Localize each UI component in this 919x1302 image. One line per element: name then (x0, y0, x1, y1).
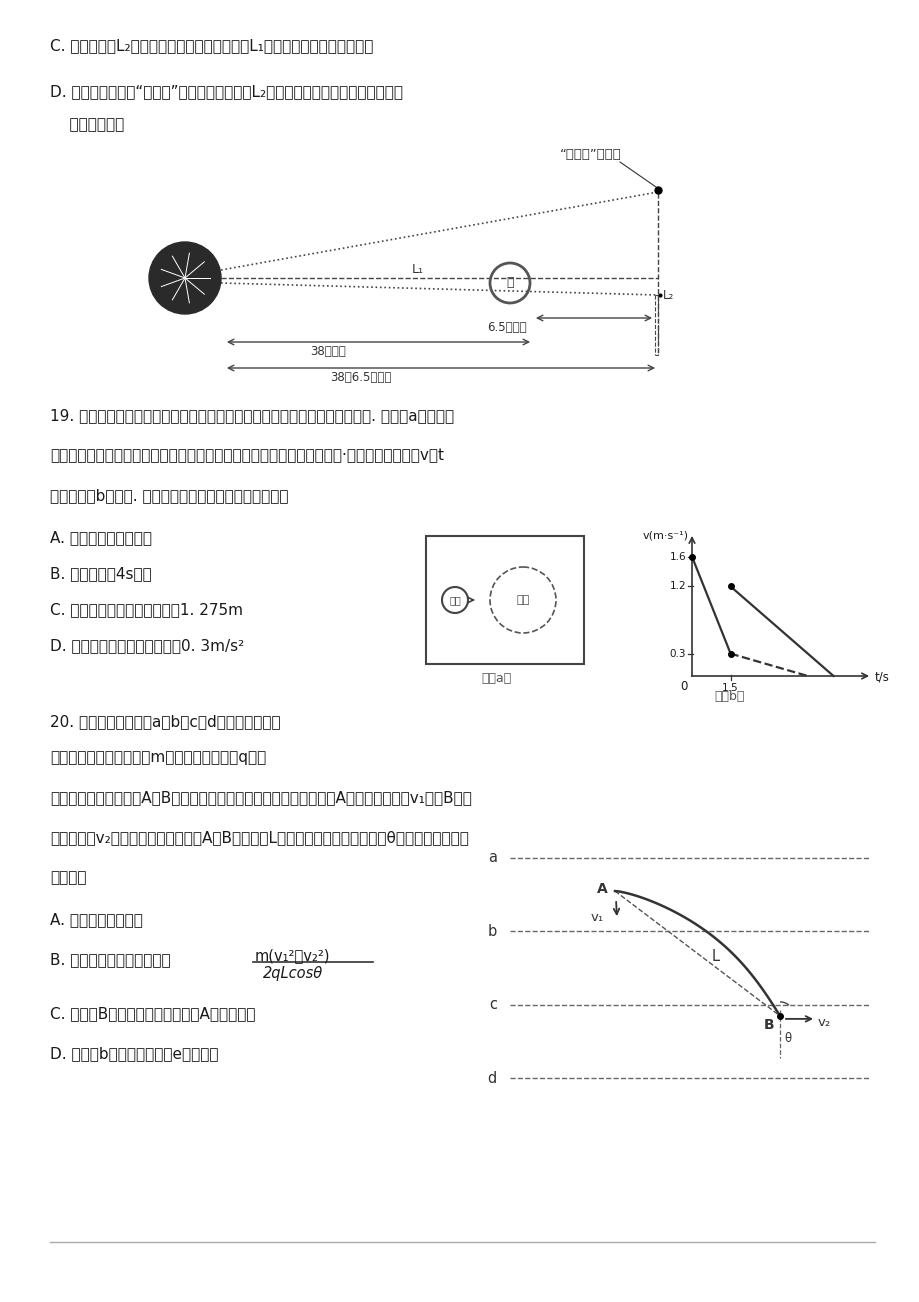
Text: 2qLcosθ: 2qLcosθ (263, 966, 323, 980)
Text: 重力，则: 重力，则 (50, 870, 86, 885)
Text: 6.5万公里: 6.5万公里 (486, 322, 526, 335)
Text: 图像如图（b）所示. 关于冰屑的运动，下列说法正确的是: 图像如图（b）所示. 关于冰屑的运动，下列说法正确的是 (50, 488, 289, 503)
Text: b: b (487, 924, 496, 939)
Text: 19. 在冰屑比赛中，球员手持毛刷擦刷冰面，可以改变冰屑滑行时受到的阻力. 如图（a）所示，: 19. 在冰屑比赛中，球员手持毛刷擦刷冰面，可以改变冰屑滑行时受到的阻力. 如图… (50, 408, 454, 423)
Text: C. 同一卫星在L₂点受地、月引力的合力与其在L₁点受地、月引力的合力相等: C. 同一卫星在L₂点受地、月引力的合力与其在L₁点受地、月引力的合力相等 (50, 38, 373, 53)
Text: 蓝壶: 蓝壶 (516, 595, 529, 605)
Text: 1.6: 1.6 (669, 552, 686, 561)
Text: A. 两屑发生了弹性碍撞: A. 两屑发生了弹性碍撞 (50, 530, 152, 546)
Text: C. 粒子在B点的电势能一定大于在A点的电势能: C. 粒子在B点的电势能一定大于在A点的电势能 (50, 1006, 255, 1021)
Text: 图（a）: 图（a） (482, 672, 512, 685)
Text: L₂: L₂ (663, 289, 674, 302)
Text: 红壶: 红壶 (448, 595, 460, 605)
Text: v(m·s⁻¹): v(m·s⁻¹) (642, 530, 688, 540)
Text: 0.3: 0.3 (669, 648, 686, 659)
Text: D. 等势线b的电势比等势线e的电势高: D. 等势线b的电势比等势线e的电势高 (50, 1046, 219, 1061)
Text: A. 该粒子一定带正电: A. 该粒子一定带正电 (50, 911, 142, 927)
Text: m(v₁²－v₂²): m(v₁²－v₂²) (255, 948, 330, 963)
Text: v₁: v₁ (590, 911, 604, 924)
Text: 等差等势线，一个质量为m，电荷量绝对值为q的粒: 等差等势线，一个质量为m，电荷量绝对值为q的粒 (50, 750, 266, 766)
Text: t/s: t/s (874, 671, 889, 684)
Text: d: d (487, 1070, 496, 1086)
Text: 1.5: 1.5 (721, 684, 738, 693)
Circle shape (149, 242, 221, 314)
Text: 蓝屑静止在圆形区域内，运动员用等质量的红屑撞击蓝屑，两屑发生正碍·若碍撞前后两屑的v－t: 蓝屑静止在圆形区域内，运动员用等质量的红屑撞击蓝屑，两屑发生正碍·若碍撞前后两屑… (50, 448, 444, 464)
Text: 提供通信支持: 提供通信支持 (50, 117, 124, 132)
Text: B. 匀强电场的电场强度大小: B. 匀强电场的电场强度大小 (50, 952, 170, 967)
Text: C. 撞后两屑相距的最远距离为1. 275m: C. 撞后两屑相距的最远距离为1. 275m (50, 602, 243, 617)
Text: 月: 月 (505, 276, 513, 289)
Text: 38＋6.5万公里: 38＋6.5万公里 (330, 371, 391, 384)
Text: D. 碍撞后蓝屑的加速度大小为0. 3m/s²: D. 碍撞后蓝屑的加速度大小为0. 3m/s² (50, 638, 244, 654)
Text: a: a (487, 850, 496, 866)
Text: θ: θ (783, 1032, 790, 1046)
Text: 20. 如图所示，水平线a、b、c、d为匀强电场中的: 20. 如图所示，水平线a、b、c、d为匀强电场中的 (50, 713, 280, 729)
Text: v₂: v₂ (817, 1016, 831, 1029)
Text: A: A (596, 881, 607, 896)
FancyBboxPatch shape (425, 536, 584, 664)
Text: 子在匀强电场中运动，A、B为其运动轨迹上的两个点，已知该粒子在A点的速度大小为v₁，在B点的: 子在匀强电场中运动，A、B为其运动轨迹上的两个点，已知该粒子在A点的速度大小为v… (50, 790, 471, 805)
Text: B. 蓝屑运动了4s停下: B. 蓝屑运动了4s停下 (50, 566, 152, 581)
Text: B: B (763, 1018, 774, 1032)
Text: L₁: L₁ (412, 263, 424, 276)
Text: 速度大小为v₂，且方向与等势线平行A、B连线长为L，连线与竖直方向的夹角为θ，不计粒子受到的: 速度大小为v₂，且方向与等势线平行A、B连线长为L，连线与竖直方向的夹角为θ，不… (50, 829, 469, 845)
Text: 38万公里: 38万公里 (310, 345, 346, 358)
Text: L: L (710, 949, 719, 965)
Text: “鹊桥号”中继星: “鹊桥号”中继星 (560, 148, 621, 161)
Text: D. 若技术允许，使“鹊桥号”刚好位于拉格朗日L₂点，能够更好地为娥娥四号探测器: D. 若技术允许，使“鹊桥号”刚好位于拉格朗日L₂点，能够更好地为娥娥四号探测器 (50, 85, 403, 99)
Text: 0: 0 (679, 680, 686, 693)
Text: 1.2: 1.2 (669, 582, 686, 591)
Text: 图（b）: 图（b） (714, 690, 744, 703)
Text: c: c (489, 997, 496, 1013)
